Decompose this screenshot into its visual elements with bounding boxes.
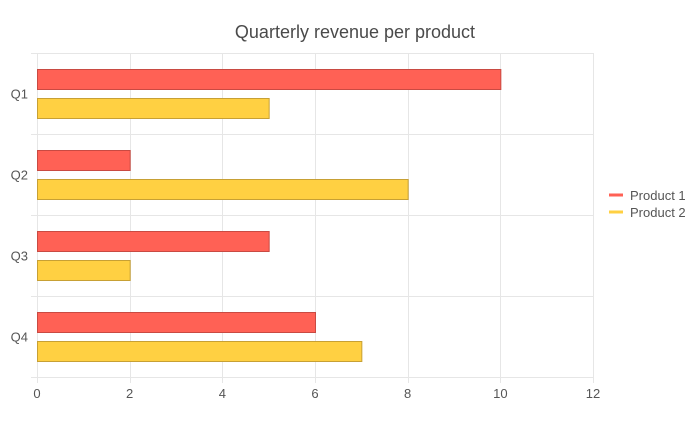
legend-label: Product 1: [630, 188, 686, 203]
x-tick-label: 0: [33, 386, 40, 401]
x-tick-label: 10: [493, 386, 507, 401]
x-tick-label: 6: [311, 386, 318, 401]
bar-product-1-q4: [37, 312, 316, 333]
bar-product-1-q1: [37, 69, 502, 90]
y-tick-label: Q4: [11, 330, 28, 345]
x-axis-tick-labels: 0 2 4 6 8 10 12: [33, 386, 600, 401]
bar-product-2-q3: [37, 260, 131, 281]
bar-product-2-q1: [37, 98, 270, 119]
bars: [37, 69, 502, 362]
bar-product-1-q2: [37, 150, 131, 171]
x-tick-label: 4: [219, 386, 226, 401]
bar-product-2-q4: [37, 341, 363, 362]
y-tick-label: Q2: [11, 168, 28, 183]
chart-title: Quarterly revenue per product: [235, 22, 475, 42]
x-tick-label: 12: [586, 386, 600, 401]
legend-label: Product 2: [630, 205, 686, 220]
bar-product-1-q3: [37, 231, 270, 252]
legend: Product 1 Product 2: [609, 188, 686, 220]
bar-product-2-q2: [37, 179, 409, 200]
x-tick-label: 2: [126, 386, 133, 401]
y-tick-label: Q1: [11, 87, 28, 102]
y-axis-tick-labels: Q1 Q2 Q3 Q4: [11, 87, 28, 345]
x-tick-label: 8: [404, 386, 411, 401]
y-tick-label: Q3: [11, 249, 28, 264]
